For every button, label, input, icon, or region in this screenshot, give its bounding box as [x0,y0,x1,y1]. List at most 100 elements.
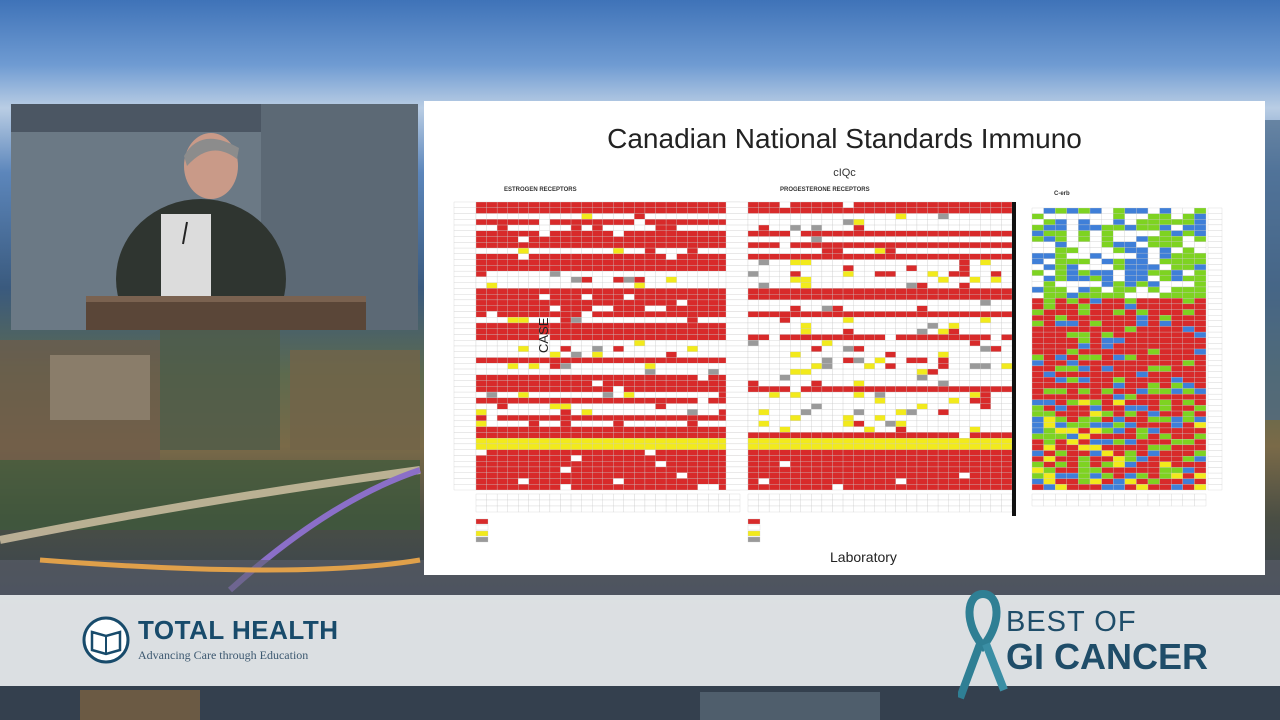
er-heatmap-cell [644,374,656,381]
cerb-heatmap-cell [1101,298,1114,305]
er-heatmap-label-cell [453,259,477,266]
cerb-heatmap-cell [1124,433,1137,440]
cerb-heatmap-cell [1031,303,1044,310]
er-heatmap-cell [528,253,540,260]
pr-heatmap-cell [800,207,812,214]
pr-heatmap-cell [747,276,759,283]
pr-heatmap-cell [916,484,928,491]
pr-heatmap-cell [948,242,960,249]
cerb-heatmap-cell [1113,230,1125,237]
er-heatmap-cell [687,374,698,381]
cerb-label-cell [1207,309,1223,316]
er-heatmap-cell [570,461,582,468]
cerb-heatmap-cell [1147,236,1160,242]
pr-heatmap-cell [948,230,960,237]
er-heatmap-cell [676,253,688,260]
pr-heatmap-cell [832,449,844,456]
cerb-heatmap-cell [1171,348,1183,355]
er-heatmap-cell [634,201,646,208]
cerb-heatmap-cell [1113,422,1125,429]
pr-heatmap-cell [916,455,928,462]
pr-heatmap-cell [821,317,833,324]
cerb-heatmap-cell [1113,416,1125,423]
er-heatmap-cell [592,219,603,226]
er-heatmap-cell [602,247,614,254]
er-heatmap-cell [592,426,603,433]
pr-heatmap-cell [779,213,791,220]
pr-heatmap-footer-cell [885,493,896,501]
cerb-heatmap-cell [1147,269,1160,276]
cerb-heatmap-cell [1089,388,1102,395]
pr-heatmap-cell [948,311,960,318]
cerb-heatmap-cell [1147,377,1160,383]
er-heatmap-cell [581,276,593,283]
er-heatmap-cell [518,478,529,485]
er-heatmap-cell [592,299,603,306]
panel-divider [1012,202,1016,516]
pr-heatmap-cell [916,219,928,226]
er-heatmap-cell [549,403,561,410]
pr-heatmap-cell [800,380,812,387]
pr-heatmap-cell [790,219,801,226]
er-heatmap-cell [592,357,603,364]
cerb-heatmap-cell [1078,343,1091,350]
er-heatmap-cell [613,397,624,404]
er-heatmap-footer-cell [623,499,635,507]
pr-heatmap-cell [800,478,812,485]
er-heatmap-cell [602,484,614,491]
er-heatmap-cell [634,432,646,439]
er-heatmap-cell [549,294,561,301]
cerb-heatmap-cell [1159,337,1172,344]
pr-heatmap-cell [969,201,981,208]
er-heatmap-cell [676,340,688,347]
pr-heatmap-cell [1001,282,1013,289]
er-heatmap-cell [518,322,529,329]
pr-heatmap-cell [747,455,759,462]
er-heatmap-cell [697,426,709,433]
cerb-heatmap-cell [1066,444,1079,451]
er-heatmap-cell [676,484,688,491]
pr-heatmap-cell [842,282,854,289]
er-heatmap-cell [570,478,582,485]
cerb-heatmap-cell [1078,326,1091,333]
pr-heatmap-footer-cell [1001,493,1013,501]
pr-heatmap-cell [811,357,823,364]
cerb-heatmap-cell [1182,236,1195,242]
er-heatmap-cell [549,288,561,295]
pr-heatmap-cell [821,201,833,208]
pr-heatmap-cell [821,247,833,254]
er-heatmap-cell [623,236,635,243]
pr-heatmap-cell [811,236,823,243]
cerb-heatmap-cell [1055,416,1067,423]
er-heatmap-cell [570,357,582,364]
cerb-heatmap-cell [1113,331,1125,338]
pr-heatmap-cell [990,478,1002,485]
er-heatmap-cell [518,432,529,439]
total-health-tagline: Advancing Care through Education [138,648,309,662]
cerb-heatmap-cell [1171,478,1183,485]
pr-heatmap-cell [779,432,791,439]
pr-heatmap-cell [895,397,907,404]
cerb-label-cell [1207,388,1223,395]
cerb-heatmap-cell [1124,213,1137,220]
pr-heatmap-cell [980,397,992,404]
er-heatmap-cell [549,253,561,260]
cerb-heatmap-cell [1171,331,1183,338]
cerb-footer-cell [1031,493,1044,501]
er-heatmap-cell [665,443,677,450]
pr-heatmap-cell [758,380,770,387]
er-heatmap-cell [708,345,720,352]
er-heatmap-cell [634,288,646,295]
er-heatmap-cell [623,472,635,479]
cerb-heatmap-cell [1089,298,1102,305]
pr-heatmap-footer-cell [768,493,780,501]
cerb-heatmap-cell [1194,303,1207,310]
er-heatmap-cell [708,230,720,237]
pr-heatmap-cell [811,455,823,462]
er-heatmap-label-cell [453,334,477,341]
pr-heatmap-cell [906,224,918,231]
pr-heatmap-cell [832,368,844,375]
cerb-heatmap-cell [1031,219,1044,226]
er-heatmap-label-cell [453,420,477,427]
pr-heatmap-cell [758,403,770,410]
